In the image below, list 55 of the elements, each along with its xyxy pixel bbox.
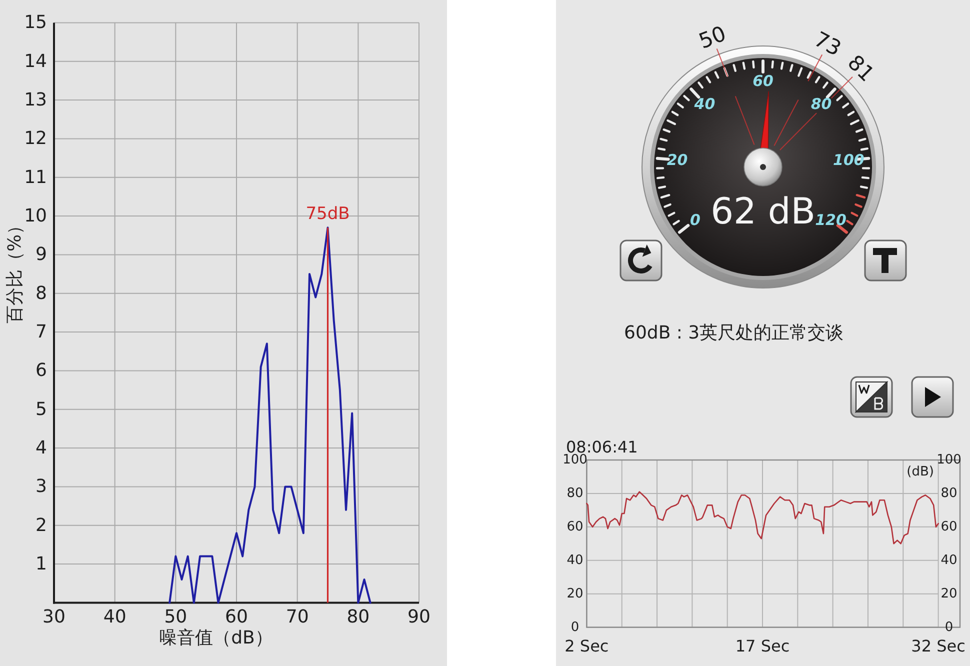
x-tick-label: 70: [286, 606, 309, 628]
y2-tick-label: 0: [944, 620, 954, 635]
y-tick-label: 5: [36, 398, 47, 420]
y-tick-label: 12: [24, 128, 47, 150]
y2-tick-label: 40: [940, 552, 958, 568]
y-tick-label: 4: [36, 438, 47, 459]
y-tick-label: 15: [24, 12, 47, 34]
y-tick-label: 9: [36, 244, 47, 266]
x-tick-label: 80: [346, 606, 370, 628]
x-tick-label: 40: [103, 606, 126, 628]
text: 120: [815, 210, 846, 229]
y-tick-label: 1: [36, 554, 47, 575]
text: 100: [833, 151, 864, 170]
line-series: [586, 491, 939, 544]
line-series: [168, 226, 372, 604]
y-tick-label: 40: [566, 552, 584, 568]
y2-tick-label: 60: [940, 519, 958, 534]
x-axis-title: 噪音值（dB）: [159, 628, 273, 648]
y-tick-label: 100: [562, 452, 588, 468]
y2-tick-label: 20: [940, 586, 958, 602]
y2-tick-label: 80: [940, 486, 958, 501]
y-tick-label: 60: [566, 519, 584, 534]
x-tick-label: 90: [408, 606, 430, 628]
y-tick-label: 3: [36, 476, 47, 498]
text: 81: [843, 50, 879, 86]
y2-axis-title: (dB): [906, 464, 934, 480]
y-tick-label: 20: [566, 586, 584, 602]
text: 40: [693, 94, 716, 113]
x-tick-label: 2 Sec: [564, 636, 609, 656]
x-tick-label: 60: [225, 606, 248, 628]
text: 0: [690, 210, 700, 229]
x-tick-label: 32 Sec: [911, 636, 966, 656]
text: 20: [666, 151, 688, 170]
y-tick-label: 7: [36, 322, 47, 343]
ref-line-label: 75dB: [306, 204, 350, 224]
y-tick-label: 6: [36, 360, 47, 382]
y-tick-label: 2: [36, 514, 47, 536]
y-tick-label: 8: [36, 282, 47, 304]
y-tick-label: 13: [24, 90, 47, 111]
text: 60dB : 3英尺处的正常交谈: [624, 322, 844, 344]
x-tick-label: 30: [42, 606, 66, 628]
x-tick-label: 17 Sec: [735, 636, 790, 656]
y-tick-label: 11: [24, 166, 47, 188]
y-tick-label: 0: [570, 620, 580, 635]
text: 60: [752, 72, 774, 90]
text: 50: [696, 21, 730, 54]
y-tick-label: 14: [24, 50, 47, 72]
text: 62 dB: [710, 192, 816, 232]
y-axis-title: 百分比（%）: [4, 216, 26, 324]
y-tick-label: 80: [566, 486, 584, 501]
y2-tick-label: 100: [936, 452, 962, 468]
text: 80: [810, 94, 832, 113]
y-tick-label: 10: [24, 206, 47, 227]
x-tick-label: 50: [164, 606, 188, 628]
text: 73: [810, 27, 846, 61]
